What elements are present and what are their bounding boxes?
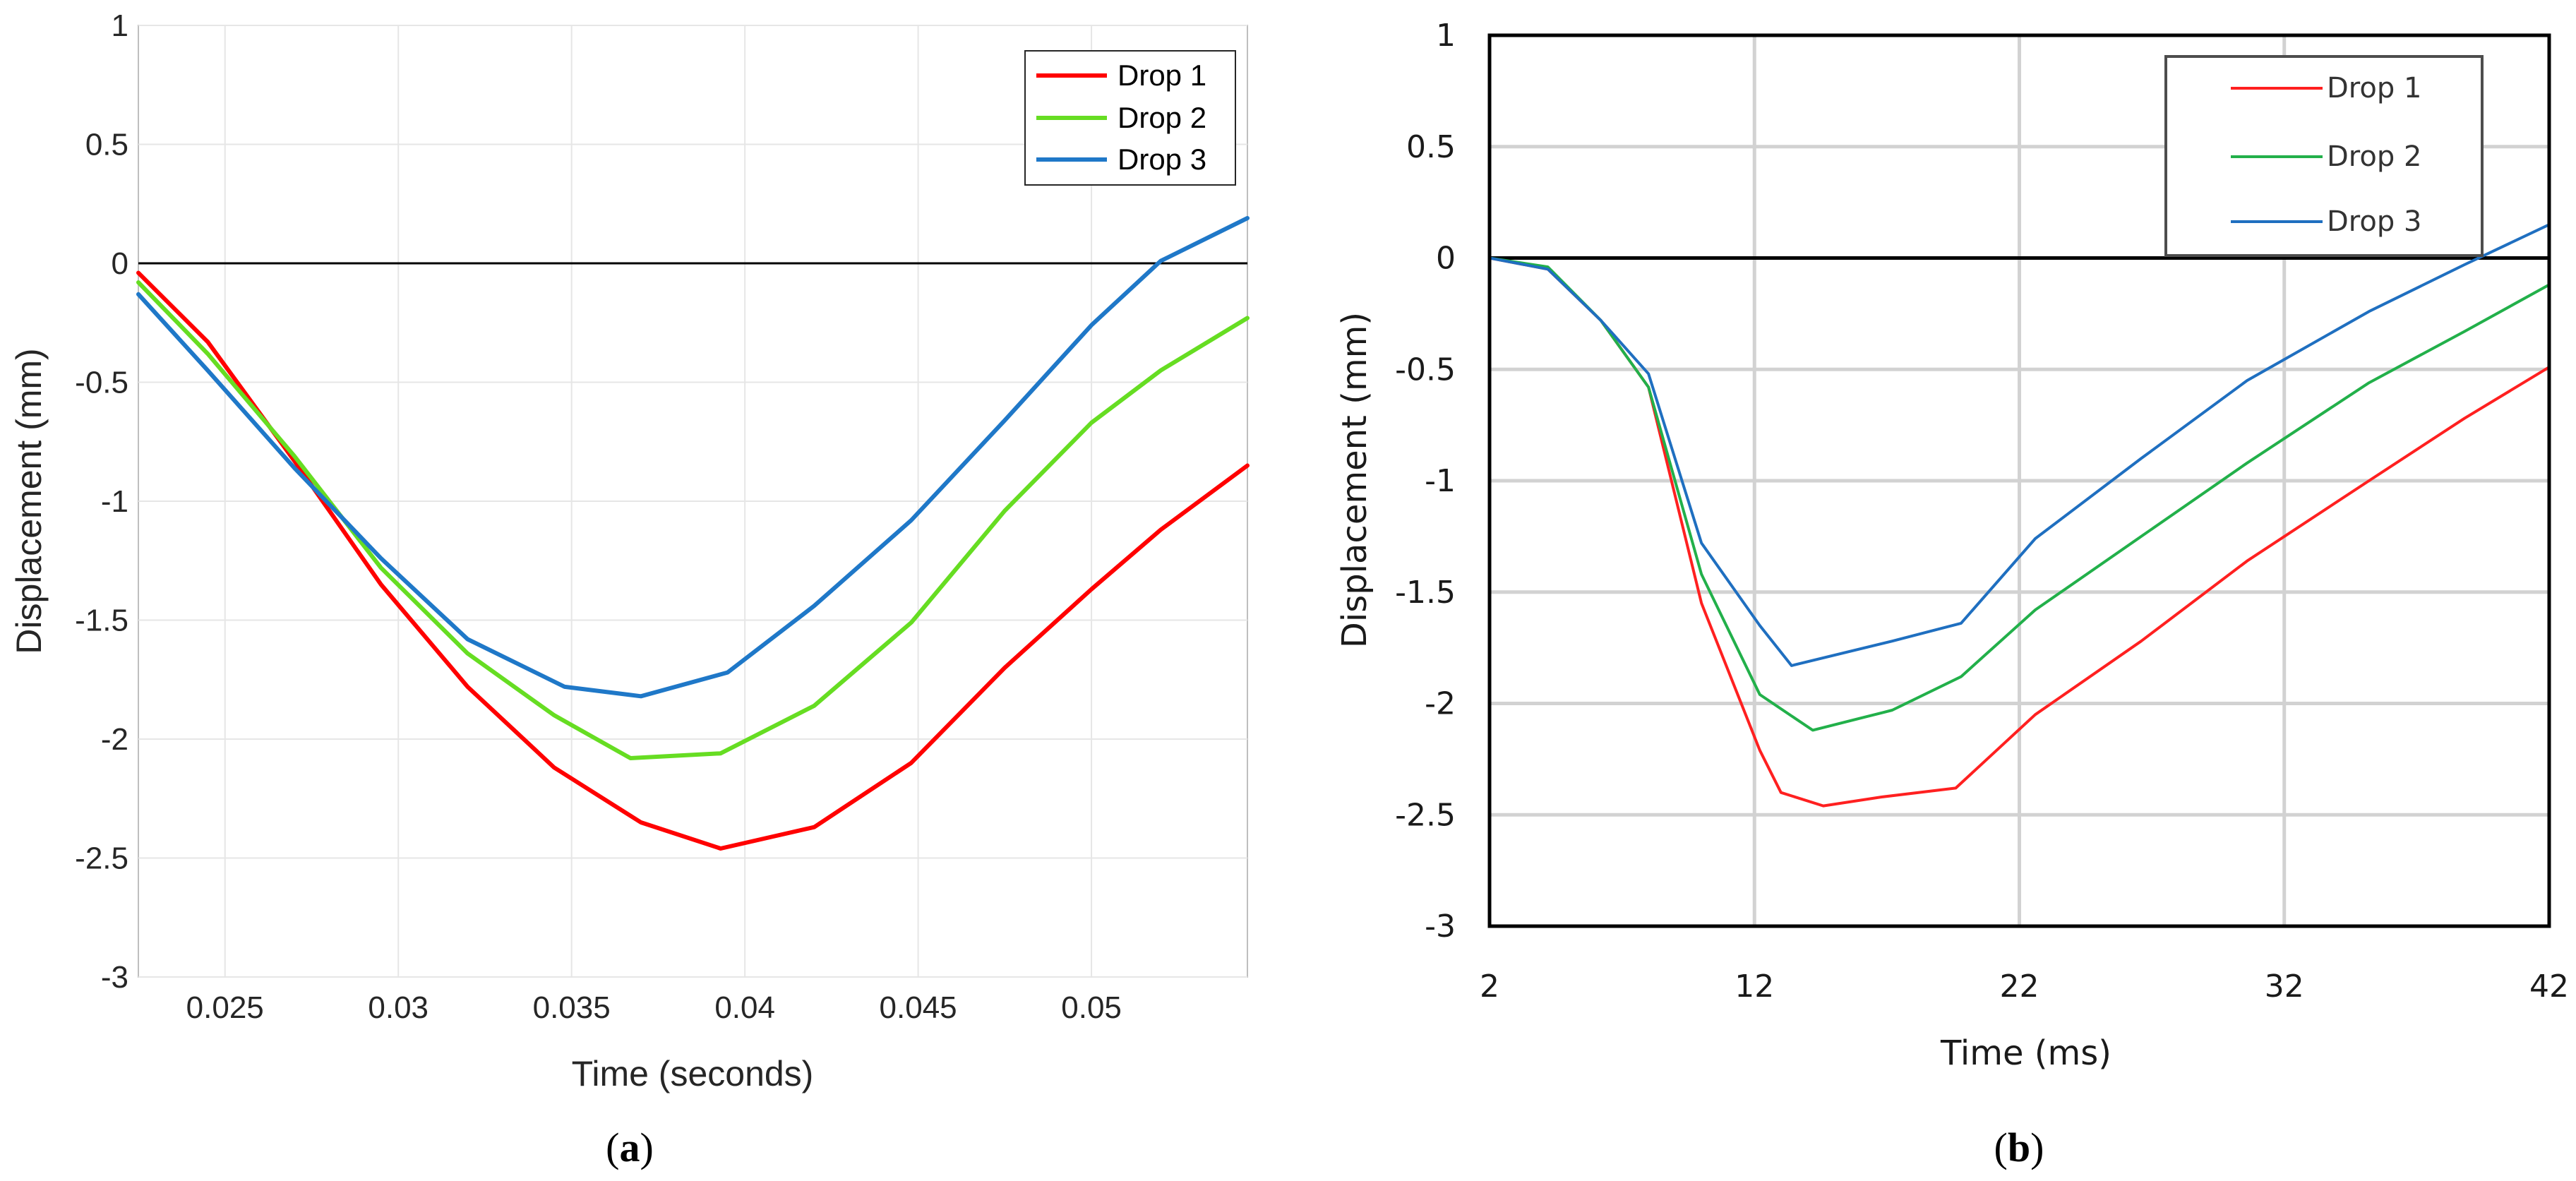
panel-a-y-tick-label: -3 — [101, 960, 128, 995]
panel-b-series-drop-2 — [1488, 256, 2551, 732]
panel-b-y-tick-label: -3 — [1425, 909, 1456, 945]
panel-b-x-tick-label: 22 — [2000, 969, 2039, 1005]
panel-b-legend: Drop 1 Drop 2 Drop 3 — [2164, 55, 2484, 257]
panel-a-series-drop-3 — [136, 216, 1250, 699]
panel-a-y-tick-label: -1 — [101, 484, 128, 519]
panel-b-y-tick-label: -2 — [1425, 686, 1456, 722]
panel-a-x-tick-label: 0.03 — [368, 990, 429, 1025]
panel-b-y-tick-label: 0 — [1436, 241, 1456, 277]
panel-b-y-tick-label: -1 — [1425, 463, 1456, 499]
panel-a-series-drop-2 — [136, 280, 1250, 760]
panel-b-x-axis-label: Time (ms) — [1940, 1033, 2111, 1073]
panel-b-legend-label-drop-3: Drop 3 — [2327, 205, 2421, 238]
panel-b-y-axis-label: Displacement (mm) — [1335, 312, 1374, 648]
panel-a-legend-label-drop-1: Drop 1 — [1118, 59, 1206, 92]
panel-a-legend: Drop 1 Drop 2 Drop 3 — [1024, 50, 1236, 186]
panel-b-y-tick-label: 0.5 — [1406, 129, 1456, 165]
panel-a-x-tick-label: 0.04 — [714, 990, 775, 1025]
panel-a-tick-labels: 0.025 0.03 0.035 0.04 0.045 0.05 1 0.5 0 -0.5 -1 -1… — [75, 8, 1122, 1025]
panel-a-y-tick-label: 0.5 — [85, 128, 128, 162]
panel-a-y-tick-label: -1.5 — [75, 604, 128, 638]
panel-a-x-tick-label: 0.045 — [880, 990, 957, 1025]
panel-a-legend-label-drop-3: Drop 3 — [1118, 143, 1206, 176]
panel-a-x-tick-label: 0.025 — [186, 990, 264, 1025]
panel-a-y-tick-label: 1 — [112, 8, 128, 43]
panel-b-legend-label-drop-1: Drop 1 — [2327, 72, 2421, 104]
panel-b-frame — [1487, 33, 2551, 928]
panel-b: 2 12 22 32 42 1 0.5 0 -0.5 -1 -1.5 -2 -2.5 -3 Time (m… — [1335, 18, 2569, 1170]
panel-b-y-tick-label: 1 — [1436, 18, 1456, 54]
panel-a-caption-open-paren: ( — [606, 1125, 619, 1170]
panel-a-caption: (a) — [606, 1125, 654, 1170]
panel-a-x-axis-label: Time (seconds) — [572, 1054, 814, 1093]
panel-a-y-tick-label: -2.5 — [75, 841, 128, 876]
panel-a: 0.025 0.03 0.035 0.04 0.045 0.05 1 0.5 0 -0.5 -1 -1… — [9, 8, 1250, 1170]
panel-b-legend-label-drop-2: Drop 2 — [2327, 140, 2421, 173]
panel-a-caption-close-paren: ) — [640, 1125, 654, 1170]
panel-b-series — [1488, 223, 2551, 808]
panel-b-caption-open-paren: ( — [1994, 1125, 2008, 1170]
panel-a-x-tick-label: 0.035 — [533, 990, 611, 1025]
panel-b-y-tick-label: -2.5 — [1395, 797, 1456, 833]
panel-b-y-tick-label: -1.5 — [1395, 575, 1456, 611]
panel-b-tick-labels: 2 12 22 32 42 1 0.5 0 -0.5 -1 -1.5 -2 -2.5 -3 — [1395, 18, 2569, 1005]
panel-b-caption-close-paren: ) — [2030, 1125, 2044, 1170]
panel-a-y-axis-label: Displacement (mm) — [9, 348, 49, 654]
panel-a-series — [136, 216, 1250, 851]
panel-b-y-tick-label: -0.5 — [1395, 352, 1456, 388]
panel-a-caption-letter: a — [620, 1125, 640, 1170]
panel-b-legend-box — [2164, 55, 2484, 257]
panel-a-legend-label-drop-2: Drop 2 — [1118, 101, 1206, 134]
panel-b-caption-letter: b — [2008, 1125, 2030, 1170]
panel-b-x-tick-label: 12 — [1735, 969, 1774, 1005]
panel-a-x-tick-label: 0.05 — [1061, 990, 1122, 1025]
panel-a-y-tick-label: 0 — [112, 246, 128, 281]
panel-b-x-tick-label: 2 — [1480, 969, 1499, 1005]
panel-b-x-tick-label: 32 — [2265, 969, 2304, 1005]
panel-b-caption: (b) — [1994, 1125, 2044, 1170]
panel-b-series-drop-3 — [1488, 223, 2551, 667]
panel-b-x-tick-label: 42 — [2529, 969, 2569, 1005]
panel-a-y-tick-label: -2 — [101, 722, 128, 757]
panel-a-y-tick-label: -0.5 — [75, 366, 128, 400]
